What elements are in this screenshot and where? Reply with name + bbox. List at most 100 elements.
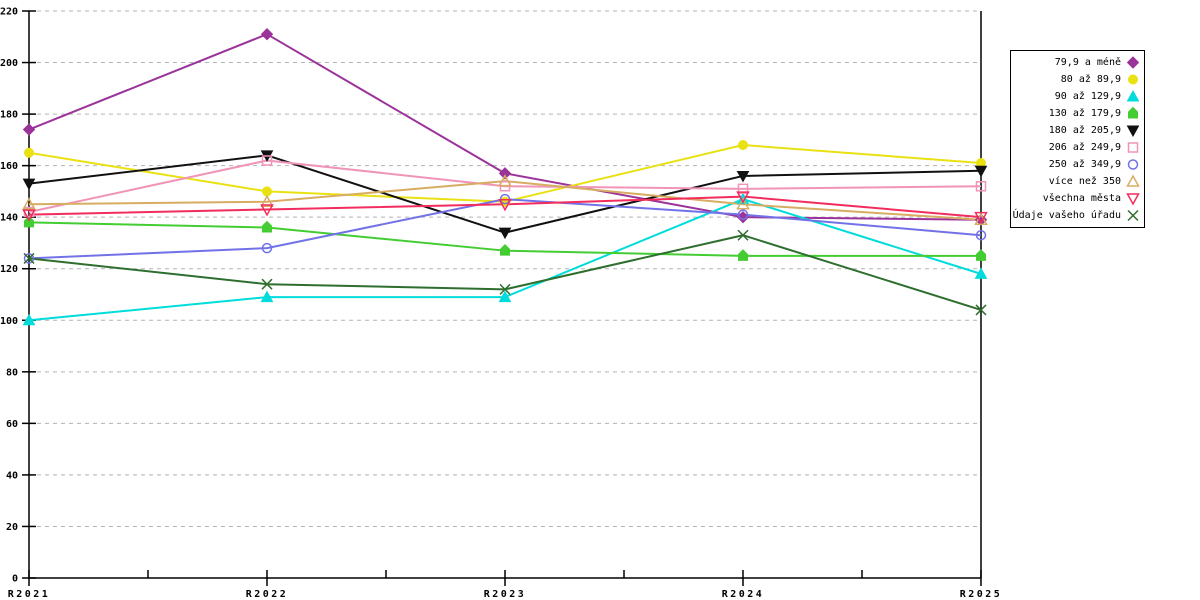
legend-item-90-az-129-9: 90 až 129,9 — [1013, 88, 1141, 104]
legend-label: 206 až 249,9 — [1048, 141, 1121, 153]
y-tick-label: 20 — [6, 522, 18, 533]
series-marker — [261, 278, 273, 290]
series-marker — [22, 197, 36, 210]
series-marker — [260, 290, 274, 303]
y-tick-label: 60 — [6, 419, 18, 430]
x-tick-label: R2025 — [960, 589, 1003, 600]
series-marker — [736, 210, 750, 224]
legend-label: 90 až 129,9 — [1054, 90, 1121, 102]
legend-item-250-az-349-9: 250 až 349,9 — [1013, 157, 1141, 173]
series-marker — [262, 186, 272, 197]
x-tick-label: R2022 — [246, 589, 289, 600]
series-marker — [1127, 142, 1139, 153]
series-marker — [738, 140, 748, 151]
triangle-up-marker-icon — [1126, 89, 1140, 102]
triangle-up-outline-marker-icon — [1126, 174, 1140, 187]
y-tick-label: 80 — [6, 367, 18, 378]
legend-item-130-az-179-9: 130 až 179,9 — [1013, 105, 1141, 121]
series-marker — [498, 290, 512, 303]
series-marker — [1127, 159, 1139, 170]
x-tick-label: R2021 — [8, 589, 51, 600]
y-tick-label: 220 — [0, 7, 18, 18]
series-marker — [22, 209, 36, 222]
circle-marker-icon — [1128, 74, 1138, 85]
series-marker — [261, 242, 273, 254]
legend-item-80-az-89-9: 80 až 89,9 — [1013, 71, 1141, 87]
series-marker — [1126, 193, 1140, 206]
legend-label: 80 až 89,9 — [1060, 73, 1121, 85]
legend-label: Údaje vašeho úřadu — [1012, 210, 1121, 222]
series-marker — [500, 243, 510, 256]
legend-item-udaje-vaseho-uradu: Údaje vašeho úřadu — [1013, 208, 1141, 224]
series-line-0 — [28, 33, 982, 221]
series-marker — [24, 147, 34, 158]
series-marker — [975, 304, 987, 316]
legend-label: všechna města — [1042, 193, 1121, 205]
series-marker — [737, 209, 749, 220]
x-cross-marker-icon — [1127, 210, 1139, 222]
series-marker — [1126, 55, 1140, 69]
series-marker — [736, 170, 750, 183]
series-marker — [261, 155, 273, 166]
y-tick-label: 120 — [0, 264, 18, 275]
series-marker — [22, 313, 36, 326]
series-marker — [499, 283, 511, 295]
series-marker — [974, 267, 988, 279]
series-marker — [498, 199, 512, 212]
legend-label: 79,9 a méně — [1054, 56, 1121, 68]
legend-item-206-az-249-9: 206 až 249,9 — [1013, 139, 1141, 155]
series-marker — [975, 181, 987, 192]
series-marker — [737, 229, 749, 241]
series-marker — [1126, 174, 1140, 187]
y-tick-label: 180 — [0, 110, 18, 121]
series-marker — [736, 197, 750, 210]
y-tick-label: 100 — [0, 316, 18, 327]
series-marker — [1128, 74, 1138, 85]
series-marker — [1126, 89, 1140, 102]
series-marker — [974, 213, 988, 226]
x-tick-label: R2023 — [484, 589, 527, 600]
square-outline-marker-icon — [1127, 142, 1139, 153]
series-marker — [22, 123, 36, 136]
series-marker — [1128, 106, 1138, 119]
y-tick-label: 40 — [6, 470, 18, 481]
legend-label: 180 až 205,9 — [1048, 124, 1121, 136]
legend-item-vsechna-mesta: všechna města — [1013, 191, 1141, 207]
house-marker-icon — [1128, 106, 1138, 119]
legend-label: 130 až 179,9 — [1048, 107, 1121, 119]
y-tick-label: 0 — [12, 574, 18, 585]
legend-label: více než 350 — [1048, 176, 1121, 188]
diamond-marker-icon — [1126, 55, 1140, 69]
chart-legend: 79,9 a méně 80 až 89,9 90 až 129,9 130 a… — [1010, 50, 1145, 228]
series-marker — [260, 204, 274, 217]
series-marker — [498, 174, 512, 187]
series-marker — [260, 194, 274, 207]
x-tick-label: R2024 — [722, 589, 765, 600]
legend-item-180-az-205-9: 180 až 205,9 — [1013, 122, 1141, 138]
y-tick-label: 200 — [0, 58, 18, 69]
series-marker — [736, 191, 750, 204]
series-marker — [737, 183, 749, 195]
series-marker — [260, 27, 274, 41]
legend-label: 250 až 349,9 — [1048, 159, 1121, 171]
series-marker — [23, 252, 35, 264]
triangle-down-outline-marker-icon — [1126, 193, 1140, 206]
series-marker — [974, 211, 988, 225]
series-marker — [1127, 210, 1139, 222]
series-marker — [22, 178, 36, 191]
series-marker — [498, 227, 512, 240]
series-marker — [23, 253, 35, 264]
series-marker — [974, 165, 988, 178]
y-tick-label: 160 — [0, 161, 18, 172]
series-marker — [1126, 125, 1140, 137]
legend-item-79-9-a-mene: 79,9 a méně — [1013, 54, 1141, 70]
series-marker — [498, 167, 512, 180]
y-tick-label: 140 — [0, 213, 18, 224]
legend-item-vice-nez-350: více než 350 — [1013, 174, 1141, 190]
series-marker — [262, 220, 272, 233]
triangle-down-marker-icon — [1126, 125, 1140, 137]
circle-outline-marker-icon — [1127, 159, 1139, 170]
series-marker — [976, 249, 986, 261]
